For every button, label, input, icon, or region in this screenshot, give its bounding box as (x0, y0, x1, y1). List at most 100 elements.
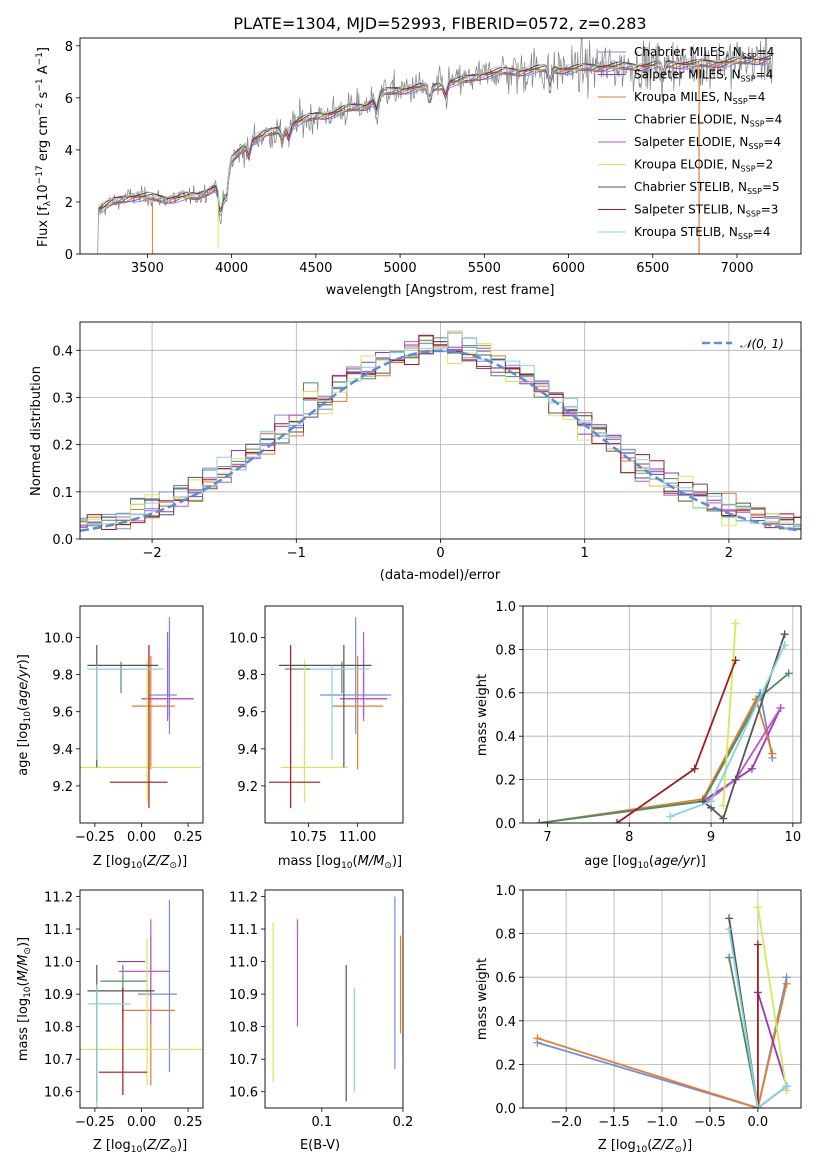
weights-vs-age-xtick-label: 7 (543, 830, 551, 845)
age-vs-Z-ytick-label: 9.2 (52, 780, 73, 795)
mass-vs-ebv-ytick-label: 10.9 (229, 988, 258, 1003)
weight-marker (533, 1034, 542, 1043)
spectrum-legend: Chabrier MILES, NSSP=4 Salpeter MILES, NS… (598, 45, 782, 241)
spectrum-xtick-label: 4000 (215, 261, 248, 276)
weights-age-ylabel: mass weight (475, 674, 490, 756)
age-vs-mass-ytick-label: 9.8 (237, 669, 258, 684)
wZ-xlabel-text: Z [log10(Z/Z⊙)] (598, 1138, 692, 1155)
weight-marker (690, 764, 699, 773)
age-vs-mass-xtick-label: 11.00 (339, 830, 376, 845)
mass-vs-ebv-ytick-label: 10.6 (229, 1086, 258, 1101)
spectrum-model-kroupa-stelib (98, 53, 771, 207)
weights-vs-age-ytick-label: 0.6 (495, 687, 516, 702)
normal-curve (80, 349, 801, 532)
age-vs-Z-frame (79, 605, 204, 824)
weights-vs-Z-ytick-label: 0.6 (495, 971, 516, 986)
age-vs-mass-axes: 10.75 11.00 9.2 9.4 9.6 9.8 10.0 (229, 632, 376, 845)
age-vs-mass-xtick-label: 10.75 (290, 830, 327, 845)
weight-line-kroupa-miles (539, 696, 774, 823)
weights-vs-Z-xtick-label: −1.0 (646, 1115, 678, 1130)
weights-vs-age-ytick-label: 0.8 (495, 643, 516, 658)
mass-vs-ebv-xtick-label: 0.2 (393, 1115, 414, 1130)
mass-vs-ebv-ytick-label: 10.8 (229, 1021, 258, 1036)
massEbv-xlabel: E(B-V) (300, 1138, 340, 1153)
mass-vs-Z-ytick-label: 11.1 (44, 923, 73, 938)
residuals-xtick-label: −1 (287, 546, 306, 561)
weight-marker (753, 940, 762, 949)
weights-vs-age-ytick-label: 1.0 (495, 600, 516, 615)
spectrum-xtick-label: 3500 (131, 261, 164, 276)
age-vs-mass-data (268, 617, 392, 809)
weight-marker (731, 775, 740, 784)
spectrum-ytick-label: 0 (65, 248, 73, 263)
residuals-xlabel: (data-model)/error (380, 568, 501, 583)
weights-vs-Z-ytick-label: 0.4 (495, 1015, 516, 1030)
ageZ-xlabel-text: Z [log10(Z/Z⊙)] (93, 854, 187, 871)
mass-vs-Z-ytick-label: 10.6 (44, 1086, 73, 1101)
weights-vs-Z-ytick-label: 0.2 (495, 1058, 516, 1073)
massZ-xlabel-text: Z [log10(Z/Z⊙)] (93, 1138, 187, 1155)
age-vs-Z-ytick-label: 9.8 (52, 669, 73, 684)
weights-vs-age-axes: 7 8 9 10 0.0 0.2 0.4 0.6 0.8 1.0 (495, 600, 801, 845)
legend-label: Chabrier ELODIE, NSSP=4 (634, 113, 782, 129)
spectrum-xtick-label: 5500 (468, 261, 501, 276)
mass-vs-ebv-xtick-label: 0.1 (311, 1115, 332, 1130)
age-vs-Z-ytick-label: 10.0 (44, 632, 73, 647)
weight-marker (731, 619, 740, 628)
spectrum-ytick-label: 4 (65, 144, 73, 159)
mass-vs-Z-axes: −0.25 0.00 0.25 10.6 10.7 10.8 10.9 11.0 11.1 11.… (44, 891, 203, 1130)
weight-line-salpeter-miles (757, 992, 788, 1087)
weights-vs-Z-xtick-label: −2.0 (550, 1115, 582, 1130)
weights-vs-age-xtick-label: 9 (707, 830, 715, 845)
weight-marker (753, 903, 762, 912)
hist-kroupa-stelib (80, 330, 801, 528)
weights-vs-Z-axes: −2.0 −1.5 −1.0 −0.5 0.0 0.0 0.2 0.4 0.6 0.8 1.0 (495, 884, 801, 1130)
normal-legend-label: 𝒩(0, 1) (740, 337, 784, 351)
mass-vs-ebv-ytick-label: 11.2 (229, 891, 258, 906)
weights-vs-age-data (535, 619, 793, 823)
age-vs-mass-frame (264, 605, 404, 824)
weights-vs-Z-data (533, 903, 791, 1108)
spectrum-frame (79, 37, 802, 255)
mass-vs-ebv-axes: 0.1 0.2 10.6 10.7 10.8 10.9 11.0 11.1 11.2 (229, 891, 413, 1130)
weight-marker (666, 812, 675, 821)
weight-marker (747, 764, 756, 773)
weight-marker (613, 819, 622, 823)
wAge-xlabel-text: age [log10(age/yr)] (584, 854, 706, 871)
mass-vs-Z-xtick-label: 0.00 (127, 1115, 156, 1130)
spectrum-ylabel-text: Flux [fλ10−17 erg cm−2 s−1 A−1] (35, 47, 53, 247)
residuals-xtick-label: 2 (725, 546, 733, 561)
age-vs-mass-ytick-label: 9.2 (237, 780, 258, 795)
spectrum-xlabel: wavelength [Angstrom, rest frame] (326, 283, 555, 298)
weights-Z-ylabel: mass weight (475, 958, 490, 1040)
spectrum-ytick-label: 8 (65, 40, 73, 55)
weight-line-kroupa-elodie (722, 623, 737, 806)
weight-marker (782, 979, 791, 988)
weights-vs-Z-ytick-label: 1.0 (495, 884, 516, 899)
legend-label: Chabrier MILES, NSSP=4 (634, 45, 774, 61)
weights-vs-Z-xtick-label: −1.5 (598, 1115, 630, 1130)
ageZ-ylabel-text: age [log10(age/yr)] (16, 654, 33, 776)
residuals-data (80, 330, 801, 532)
weight-marker (725, 925, 734, 934)
mass-vs-Z-ytick-label: 11.2 (44, 891, 73, 906)
weight-marker (725, 953, 734, 962)
weights-vs-Z-ytick-label: 0.0 (495, 1102, 516, 1117)
residuals-frame (79, 321, 802, 540)
weights-vs-Z-frame (522, 889, 802, 1109)
weight-marker (753, 1104, 762, 1108)
residuals-ytick-label: 0.4 (52, 344, 73, 359)
spectrum-ytick-label: 2 (65, 196, 73, 211)
weight-marker (731, 656, 740, 665)
weights-vs-age-ytick-label: 0.0 (495, 817, 516, 832)
mass-vs-Z-frame (79, 889, 204, 1109)
mass-vs-Z-xtick-label: 0.25 (174, 1115, 203, 1130)
spectrum-ytick-label: 6 (65, 92, 73, 107)
mass-vs-Z-ytick-label: 10.9 (44, 988, 73, 1003)
plots-layer: 3500 4000 4500 5000 5500 6000 6500 7000 0 2 4 6 8 Cha… (44, 37, 802, 1130)
residuals-xtick-label: 0 (436, 546, 444, 561)
age-vs-Z-axes: −0.25 0.00 0.25 9.2 9.4 9.6 9.8 10.0 (44, 632, 203, 845)
weight-line-kroupa-elodie (757, 907, 788, 1091)
age-vs-mass-ytick-label: 9.4 (237, 743, 258, 758)
